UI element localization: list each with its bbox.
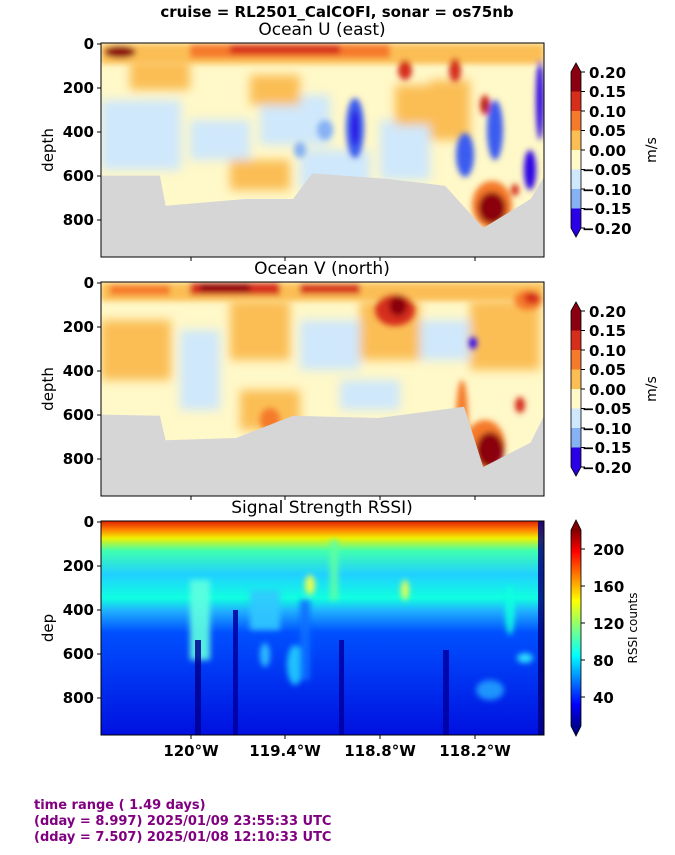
panel-ocean-v: Ocean V (north) [39,259,660,500]
rssi-cb-tick: 200 [593,541,624,559]
xtick-119-4W: 119.4°W [249,742,321,760]
u-cb-tick: −0.20 [582,220,632,238]
v-cb-tick: 0.00 [589,381,626,399]
u-ytick-200: 200 [63,79,94,97]
v-ytick-600: 600 [63,406,94,424]
u-cb-tick: −0.10 [582,181,632,199]
v-cb-tick: −0.20 [582,459,632,477]
rssi-ytick-400: 400 [63,601,94,619]
xtick-118-8W: 118.8°W [344,742,416,760]
u-cb-tick: 0.05 [589,122,626,140]
v-ytick-800: 800 [63,450,94,468]
rssi-cb-tick: 80 [593,652,614,670]
v-cb-tick: 0.15 [589,322,626,340]
u-colorbar: 0.20 0.15 0.10 0.05 0.00 −0.05 −0.10 −0.… [570,62,660,238]
time-range-line: time range ( 1.49 days) [34,798,206,813]
panel-title-u: Ocean U (east) [258,20,385,40]
u-ytick-800: 800 [63,211,94,229]
bottom-mask [101,173,544,257]
panel-ocean-u: Ocean U (east) [39,20,660,261]
v-ytick-400: 400 [63,362,94,380]
u-cb-tick: 0.20 [589,64,626,82]
v-cb-tick: −0.15 [582,439,632,457]
u-cb-label: m/s [644,137,660,163]
rssi-yticks: 0 200 400 600 800 [63,513,101,707]
v-yticks: 0 200 400 600 800 [63,274,101,468]
panel-title-rssi: Signal Strength RSSI) [231,498,413,518]
v-cb-tick: 0.05 [589,361,626,379]
v-ytick-0: 0 [84,274,94,292]
time-range-footer: time range ( 1.49 days) (dday = 8.997) 2… [34,798,331,846]
v-cb-label: m/s [644,376,660,402]
u-cb-tick: 0.00 [589,142,626,160]
u-ylabel: depth [39,128,57,172]
bottom-mask [101,406,544,496]
v-cb-tick: 0.10 [589,342,626,360]
v-ytick-200: 200 [63,318,94,336]
rssi-cb-tick: 160 [593,578,624,596]
u-ytick-600: 600 [63,167,94,185]
rssi-ytick-600: 600 [63,645,94,663]
u-ytick-400: 400 [63,123,94,141]
v-cb-tick: 0.20 [589,303,626,321]
v-field [101,282,544,496]
u-cb-tick: −0.15 [582,200,632,218]
v-colorbar: 0.20 0.15 0.10 0.05 0.00 −0.05 −0.10 −0.… [570,301,660,477]
rssi-cb-tick: 120 [593,615,624,633]
dday-end-line: (dday = 8.997) 2025/01/09 23:55:33 UTC [34,814,332,829]
rssi-ylabel: dep [39,614,57,642]
v-cb-tick: −0.05 [582,400,632,418]
rssi-ytick-0: 0 [84,513,94,531]
rssi-ytick-200: 200 [63,557,94,575]
xtick-118-2W: 118.2°W [439,742,511,760]
u-cb-tick: 0.15 [589,83,626,101]
u-ytick-0: 0 [84,35,94,53]
suptitle: cruise = RL2501_CalCOFI, sonar = os75nb [160,3,514,21]
panel-title-v: Ocean V (north) [254,259,390,279]
rssi-cb-tick: 40 [593,689,614,707]
panel-rssi: Signal Strength RSSI) [39,498,640,760]
rssi-ytick-800: 800 [63,689,94,707]
u-field [101,43,544,257]
dday-start-line: (dday = 7.507) 2025/01/08 12:10:33 UTC [34,830,332,845]
u-xtickmarks [190,257,476,261]
rssi-cb-label: RSSI counts [626,592,640,663]
u-cb-tick: −0.05 [582,161,632,179]
rssi-colorbar: 200 160 120 80 40 RSSI counts [570,519,640,737]
figure: cruise = RL2501_CalCOFI, sonar = os75nb … [39,3,660,760]
v-xtickmarks [190,496,476,500]
v-cb-tick: −0.10 [582,420,632,438]
xtick-120W: 120°W [163,742,219,760]
u-yticks: 0 200 400 600 800 [63,35,101,229]
rssi-xticks: 120°W 119.4°W 118.8°W 118.2°W [163,735,511,760]
u-cb-tick: 0.10 [589,103,626,121]
rssi-field [101,521,544,735]
v-ylabel: depth [39,367,57,411]
